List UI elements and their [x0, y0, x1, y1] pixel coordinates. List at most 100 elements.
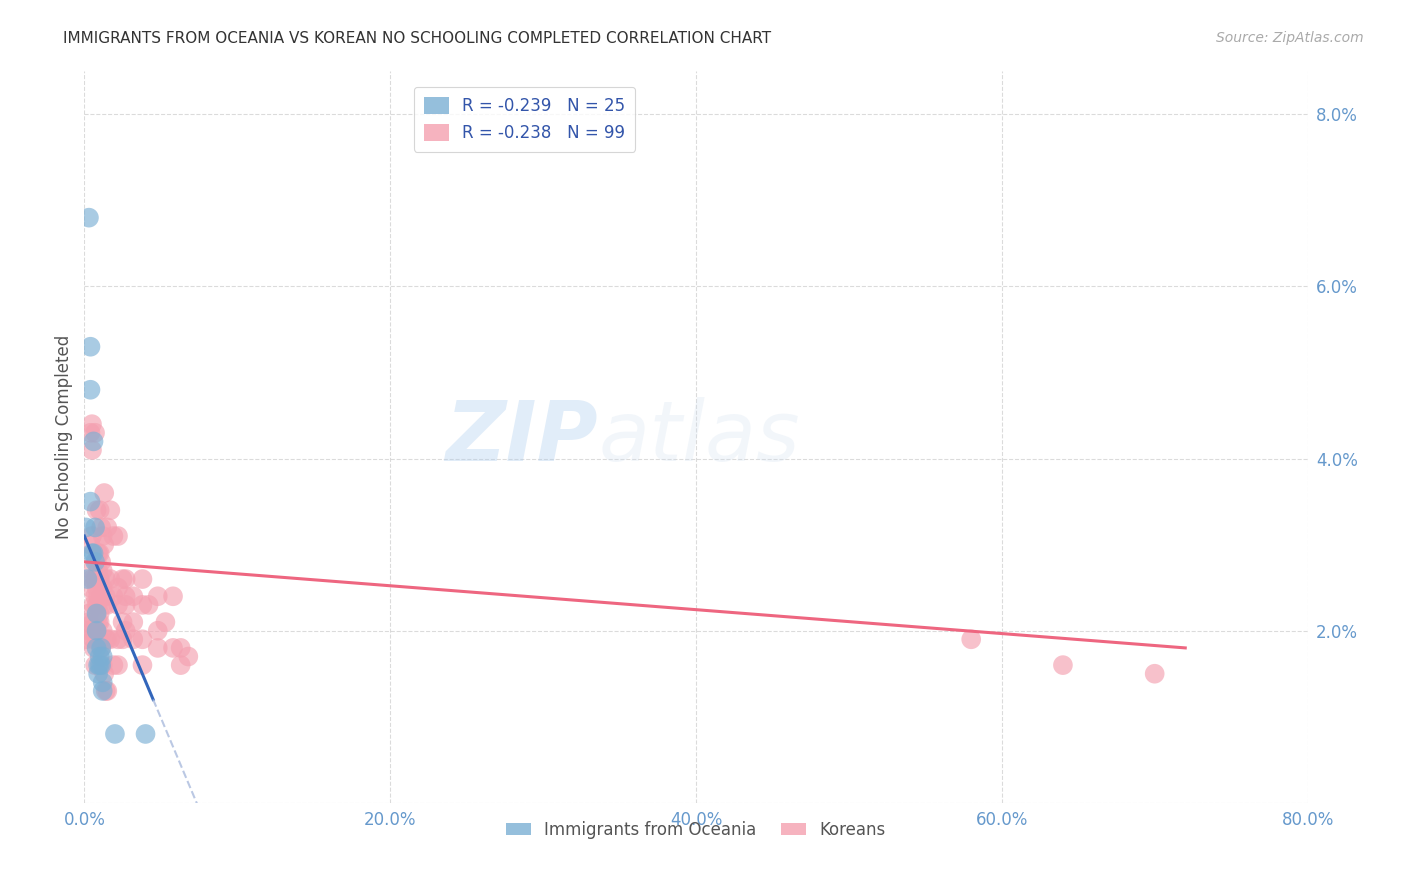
- Point: [122, 589, 145, 603]
- Point: [103, 589, 125, 603]
- Point: [87, 546, 110, 560]
- Point: [75, 520, 97, 534]
- Text: IMMIGRANTS FROM OCEANIA VS KOREAN NO SCHOOLING COMPLETED CORRELATION CHART: IMMIGRANTS FROM OCEANIA VS KOREAN NO SCH…: [63, 31, 772, 46]
- Point: [111, 632, 134, 647]
- Point: [80, 546, 103, 560]
- Point: [96, 520, 118, 534]
- Point: [94, 684, 117, 698]
- Legend: Immigrants from Oceania, Koreans: Immigrants from Oceania, Koreans: [499, 814, 893, 846]
- Point: [87, 598, 110, 612]
- Point: [122, 615, 145, 629]
- Point: [84, 658, 107, 673]
- Point: [89, 572, 111, 586]
- Point: [87, 564, 110, 578]
- Point: [1143, 666, 1166, 681]
- Point: [84, 555, 107, 569]
- Point: [146, 589, 169, 603]
- Point: [83, 640, 105, 655]
- Point: [103, 529, 125, 543]
- Point: [90, 555, 112, 569]
- Point: [77, 607, 100, 621]
- Point: [98, 572, 121, 586]
- Point: [155, 615, 177, 629]
- Point: [79, 425, 101, 440]
- Point: [87, 589, 110, 603]
- Point: [80, 529, 103, 543]
- Point: [94, 632, 117, 647]
- Point: [103, 658, 125, 673]
- Point: [80, 572, 103, 586]
- Point: [90, 520, 112, 534]
- Point: [90, 640, 112, 655]
- Point: [83, 598, 105, 612]
- Point: [83, 546, 105, 560]
- Point: [83, 632, 105, 647]
- Point: [80, 417, 103, 432]
- Point: [86, 581, 108, 595]
- Point: [80, 442, 103, 457]
- Point: [107, 581, 129, 595]
- Point: [79, 340, 101, 354]
- Point: [170, 658, 193, 673]
- Point: [98, 632, 121, 647]
- Point: [162, 589, 184, 603]
- Point: [107, 632, 129, 647]
- Point: [86, 624, 108, 638]
- Point: [84, 572, 107, 586]
- Point: [96, 632, 118, 647]
- Point: [79, 538, 101, 552]
- Point: [96, 598, 118, 612]
- Point: [114, 598, 136, 612]
- Point: [114, 572, 136, 586]
- Point: [86, 555, 108, 569]
- Point: [84, 520, 107, 534]
- Point: [93, 666, 115, 681]
- Point: [90, 658, 112, 673]
- Point: [94, 572, 117, 586]
- Point: [75, 632, 97, 647]
- Point: [89, 546, 111, 560]
- Point: [170, 640, 193, 655]
- Point: [89, 632, 111, 647]
- Point: [131, 658, 153, 673]
- Point: [91, 675, 114, 690]
- Point: [146, 640, 169, 655]
- Point: [89, 503, 111, 517]
- Point: [89, 572, 111, 586]
- Point: [83, 615, 105, 629]
- Point: [77, 615, 100, 629]
- Point: [93, 538, 115, 552]
- Point: [960, 632, 983, 647]
- Text: ZIP: ZIP: [446, 397, 598, 477]
- Text: Source: ZipAtlas.com: Source: ZipAtlas.com: [1216, 31, 1364, 45]
- Point: [122, 632, 145, 647]
- Point: [114, 589, 136, 603]
- Point: [89, 658, 111, 673]
- Point: [83, 434, 105, 449]
- Point: [91, 624, 114, 638]
- Point: [107, 529, 129, 543]
- Point: [91, 529, 114, 543]
- Y-axis label: No Schooling Completed: No Schooling Completed: [55, 335, 73, 539]
- Point: [80, 624, 103, 638]
- Point: [90, 640, 112, 655]
- Point: [131, 632, 153, 647]
- Text: atlas: atlas: [598, 397, 800, 477]
- Point: [84, 624, 107, 638]
- Point: [89, 615, 111, 629]
- Point: [79, 494, 101, 508]
- Point: [80, 564, 103, 578]
- Point: [91, 684, 114, 698]
- Point: [107, 598, 129, 612]
- Point: [111, 615, 134, 629]
- Point: [90, 589, 112, 603]
- Point: [131, 572, 153, 586]
- Point: [91, 581, 114, 595]
- Point: [91, 564, 114, 578]
- Point: [87, 666, 110, 681]
- Point: [87, 615, 110, 629]
- Point: [162, 640, 184, 655]
- Point: [86, 624, 108, 638]
- Point: [138, 598, 160, 612]
- Point: [91, 658, 114, 673]
